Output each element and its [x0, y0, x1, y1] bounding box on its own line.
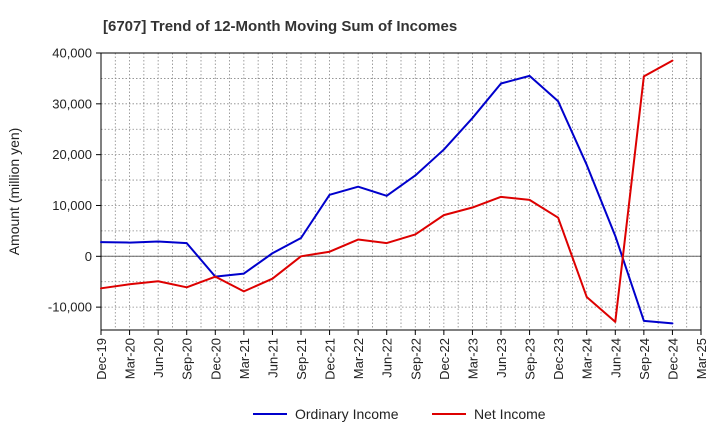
x-tick-label: Dec-20 — [208, 338, 223, 380]
x-axis-ticks: Dec-19 Mar-20 Jun-20 Sep-20 Dec-20 Mar-21 Jun-… — [94, 330, 709, 380]
y-tick-label: 10,000 — [52, 198, 92, 213]
x-tick-label: Mar-23 — [465, 338, 480, 379]
x-tick-label: Sep-22 — [408, 338, 423, 380]
x-tick-label: Sep-24 — [637, 338, 652, 380]
x-tick-label: Jun-21 — [265, 338, 280, 378]
x-tick-label: Mar-22 — [351, 338, 366, 379]
x-tick-label: Dec-23 — [551, 338, 566, 380]
grid-lines — [100, 52, 702, 330]
y-axis-ticks: -10,000 0 10,000 20,000 30,000 40,000 — [48, 46, 101, 315]
y-tick-label: -10,000 — [48, 300, 92, 315]
legend: Ordinary Income Net Income — [253, 406, 546, 422]
x-tick-label: Dec-22 — [437, 338, 452, 380]
legend-label: Net Income — [474, 406, 546, 422]
series-lines — [100, 59, 674, 325]
y-tick-label: 0 — [85, 249, 92, 264]
y-tick-label: 20,000 — [52, 147, 92, 162]
x-tick-label: Dec-19 — [94, 338, 109, 380]
x-tick-label: Dec-24 — [665, 338, 680, 380]
x-tick-label: Mar-25 — [694, 338, 709, 379]
legend-label: Ordinary Income — [295, 406, 399, 422]
y-axis-label: Amount (million yen) — [6, 128, 22, 256]
y-tick-label: 30,000 — [52, 96, 92, 111]
x-tick-label: Mar-24 — [580, 338, 595, 379]
plot-area — [100, 52, 702, 331]
x-tick-label: Mar-20 — [123, 338, 138, 379]
chart-title: [6707] Trend of 12-Month Moving Sum of I… — [103, 18, 457, 35]
x-tick-label: Sep-21 — [294, 338, 309, 380]
x-tick-label: Jun-20 — [151, 338, 166, 378]
x-tick-label: Jun-22 — [380, 338, 395, 378]
x-tick-label: Mar-21 — [237, 338, 252, 379]
x-tick-label: Sep-20 — [180, 338, 195, 380]
x-tick-label: Dec-21 — [323, 338, 338, 380]
y-tick-label: 40,000 — [52, 46, 92, 61]
x-tick-label: Jun-24 — [608, 338, 623, 378]
x-tick-label: Sep-23 — [523, 338, 538, 380]
x-tick-label: Jun-23 — [494, 338, 509, 378]
